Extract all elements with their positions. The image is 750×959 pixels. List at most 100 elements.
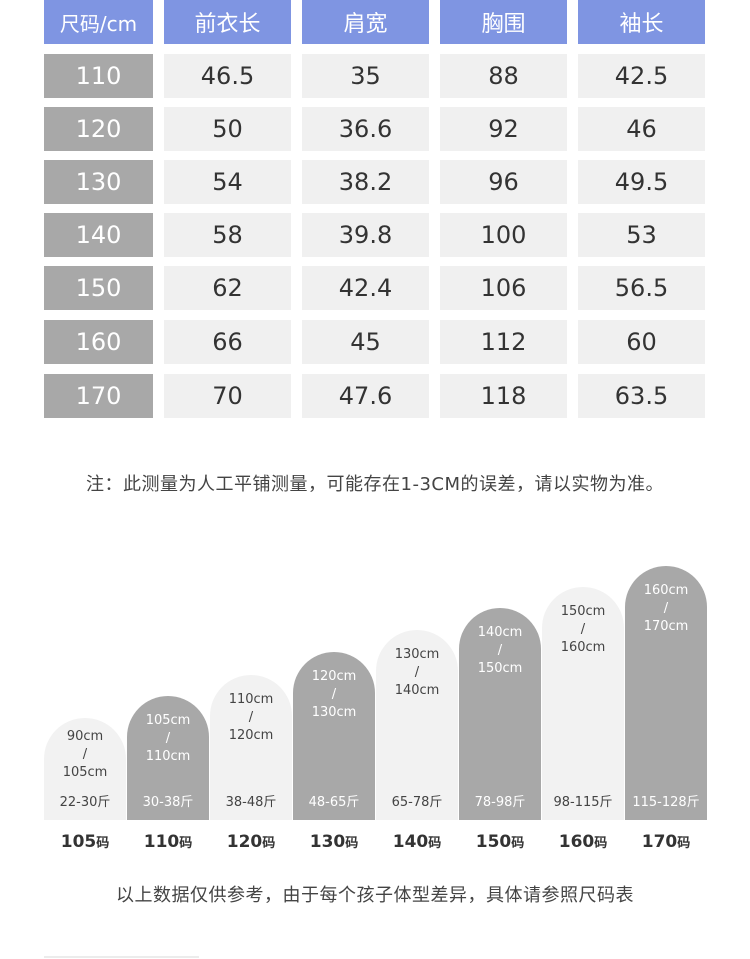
height-range: 110cm / 120cm: [210, 691, 292, 745]
height-separator: /: [331, 687, 337, 702]
weight-range: 22-30斤: [59, 795, 111, 810]
size-unit: 码: [511, 836, 525, 851]
height-separator: /: [414, 665, 420, 680]
shoulder-width-cell: 47.6: [302, 374, 429, 418]
sleeve-length-cell: 53: [578, 213, 705, 257]
sleeve-length-cell: 60: [578, 320, 705, 364]
chart-column-150: 140cm / 150cm 78-98斤: [459, 608, 541, 820]
height-low: 140cm: [477, 625, 523, 640]
size-labels: 105码 110码 120码 130码 140码 150码 160码 170码: [44, 832, 708, 862]
table-row: 150 62 42.4 106 56.5: [44, 266, 706, 310]
height-range: 120cm / 130cm: [293, 668, 375, 722]
height-high: 105cm: [62, 765, 108, 780]
table-row: 110 46.5 35 88 42.5: [44, 54, 706, 98]
height-range: 140cm / 150cm: [459, 624, 541, 678]
size-number: 105: [60, 832, 97, 852]
sleeve-length-cell: 49.5: [578, 160, 705, 204]
weight-range: 48-65斤: [308, 795, 360, 810]
weight-range: 30-38斤: [142, 795, 194, 810]
size-number: 150: [475, 832, 512, 852]
size-label: 130码: [293, 832, 375, 852]
table-row: 130 54 38.2 96 49.5: [44, 160, 706, 204]
height-low: 110cm: [228, 692, 274, 707]
chest-cell: 96: [440, 160, 567, 204]
shoulder-width-cell: 35: [302, 54, 429, 98]
height-range: 130cm / 140cm: [376, 646, 458, 700]
height-range: 105cm / 110cm: [127, 712, 209, 766]
weight-range: 98-115斤: [553, 795, 613, 810]
height-low: 150cm: [560, 604, 606, 619]
height-separator: /: [497, 643, 503, 658]
size-cell: 120: [44, 107, 153, 151]
height-high: 120cm: [228, 728, 274, 743]
chart-column-120: 110cm / 120cm 38-48斤: [210, 675, 292, 820]
size-unit: 码: [179, 836, 193, 851]
front-length-cell: 62: [164, 266, 291, 310]
size-unit: 码: [262, 836, 276, 851]
size-unit: 码: [677, 836, 691, 851]
table-row: 160 66 45 112 60: [44, 320, 706, 364]
chart-column-130: 120cm / 130cm 48-65斤: [293, 652, 375, 820]
size-cell: 140: [44, 213, 153, 257]
size-cell: 130: [44, 160, 153, 204]
size-unit: 码: [594, 836, 608, 851]
shoulder-width-cell: 36.6: [302, 107, 429, 151]
header-front-length: 前衣长: [164, 0, 291, 44]
sleeve-length-cell: 56.5: [578, 266, 705, 310]
height-range: 90cm / 105cm: [44, 728, 126, 782]
chest-cell: 112: [440, 320, 567, 364]
front-length-cell: 66: [164, 320, 291, 364]
chart-column-105: 90cm / 105cm 22-30斤: [44, 718, 126, 820]
size-label: 140码: [376, 832, 458, 852]
table-row: 140 58 39.8 100 53: [44, 213, 706, 257]
size-unit: 码: [428, 836, 442, 851]
size-label: 150码: [459, 832, 541, 852]
size-number: 160: [558, 832, 595, 852]
size-label: 120码: [210, 832, 292, 852]
front-length-cell: 70: [164, 374, 291, 418]
size-label: 170码: [625, 832, 707, 852]
height-separator: /: [82, 747, 88, 762]
size-label: 110码: [127, 832, 209, 852]
table-row: 120 50 36.6 92 46: [44, 107, 706, 151]
weight-range: 115-128斤: [632, 795, 700, 810]
height-separator: /: [165, 731, 171, 746]
height-low: 105cm: [145, 713, 191, 728]
chest-cell: 92: [440, 107, 567, 151]
height-high: 130cm: [311, 705, 357, 720]
table-header-row: 尺码/cm 前衣长 肩宽 胸围 袖长: [44, 0, 706, 44]
height-high: 160cm: [560, 640, 606, 655]
height-range: 150cm / 160cm: [542, 603, 624, 657]
header-chest: 胸围: [440, 0, 567, 44]
weight-range: 38-48斤: [225, 795, 277, 810]
height-separator: /: [663, 601, 669, 616]
size-unit: 码: [345, 836, 359, 851]
size-cell: 170: [44, 374, 153, 418]
header-size: 尺码/cm: [44, 0, 153, 44]
size-label: 160码: [542, 832, 624, 852]
front-length-cell: 50: [164, 107, 291, 151]
chest-cell: 106: [440, 266, 567, 310]
size-label: 105码: [44, 832, 126, 852]
chart-column-140: 130cm / 140cm 65-78斤: [376, 630, 458, 820]
height-low: 130cm: [394, 647, 440, 662]
chart-column-170: 160cm / 170cm 115-128斤: [625, 566, 707, 820]
height-low: 160cm: [643, 583, 689, 598]
chart-column-160: 150cm / 160cm 98-115斤: [542, 587, 624, 820]
size-cell: 150: [44, 266, 153, 310]
sleeve-length-cell: 42.5: [578, 54, 705, 98]
chest-cell: 88: [440, 54, 567, 98]
reference-note: 以上数据仅供参考，由于每个孩子体型差异，具体请参照尺码表: [116, 885, 634, 906]
front-length-cell: 58: [164, 213, 291, 257]
chart-column-110: 105cm / 110cm 30-38斤: [127, 696, 209, 820]
chest-cell: 100: [440, 213, 567, 257]
size-cell: 110: [44, 54, 153, 98]
size-unit: 码: [96, 836, 110, 851]
height-high: 140cm: [394, 683, 440, 698]
size-cell: 160: [44, 320, 153, 364]
height-high: 150cm: [477, 661, 523, 676]
divider: [44, 956, 199, 958]
height-low: 120cm: [311, 669, 357, 684]
weight-range: 78-98斤: [474, 795, 526, 810]
measurement-note: 注：此测量为人工平铺测量，可能存在1-3CM的误差，请以实物为准。: [86, 474, 664, 495]
